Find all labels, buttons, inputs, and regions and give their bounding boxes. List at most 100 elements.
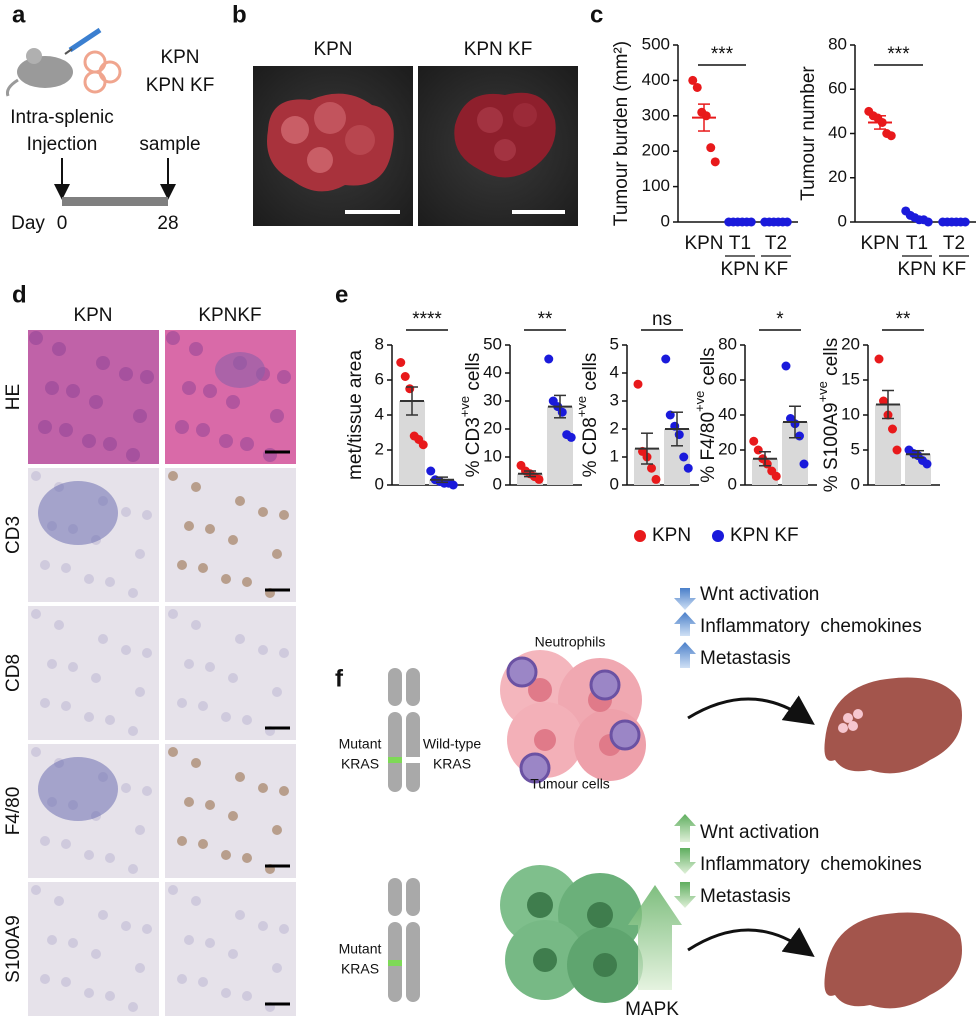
texture: [205, 938, 215, 948]
y-axis-label: % CD3+ve cells: [457, 353, 484, 478]
data-point: [400, 372, 410, 381]
texture: [258, 783, 268, 793]
data-point: [647, 463, 656, 473]
texture: [103, 437, 117, 451]
texture: [40, 560, 50, 570]
label-sup: +ve: [815, 381, 830, 402]
data-point: [683, 463, 693, 473]
y-tick-label: 0: [661, 211, 670, 230]
texture: [82, 434, 96, 448]
texture: [228, 535, 238, 545]
liver-photo: [418, 66, 578, 226]
texture: [68, 938, 78, 948]
mouse-icon: [6, 27, 122, 97]
texture: [226, 395, 240, 409]
y-tick-label: 200: [642, 141, 670, 160]
texture: [98, 634, 108, 644]
texture: [47, 935, 57, 945]
texture: [177, 836, 187, 846]
significance: **: [538, 309, 553, 330]
data-point: [879, 396, 888, 406]
y-tick-label: 300: [642, 105, 670, 124]
curved-arrow: [687, 927, 815, 958]
x-tick-label: KPN: [684, 233, 723, 254]
texture: [258, 921, 268, 931]
texture: [205, 524, 215, 534]
texture: [258, 645, 268, 655]
texture: [191, 482, 201, 492]
liver-photo: [253, 66, 413, 226]
texture: [168, 609, 178, 619]
group-label: KPN KF: [146, 75, 215, 96]
texture: [196, 423, 210, 437]
effect-label: Wnt activation: [700, 822, 819, 843]
texture: [105, 853, 115, 863]
x-tick-label: T2: [943, 233, 965, 254]
texture: [96, 356, 110, 370]
liver: [824, 912, 962, 1009]
y-tick-label: 60: [828, 79, 847, 98]
histology-image: [165, 882, 296, 1016]
label-part: % F4/80: [698, 412, 719, 483]
y-tick-label: 15: [841, 369, 860, 388]
significance: ***: [711, 44, 734, 65]
row-label: CD8: [3, 654, 24, 692]
texture: [31, 471, 41, 481]
legend-label: KPN: [652, 525, 691, 546]
texture: [272, 687, 282, 697]
data-point: [746, 217, 756, 227]
pathway-label: MAPK: [625, 999, 679, 1020]
texture: [205, 662, 215, 672]
texture: [84, 712, 94, 722]
texture: [198, 563, 208, 573]
y-tick-label: 400: [642, 70, 670, 89]
y-axis-label: % F4/80+ve cells: [692, 347, 719, 482]
y-tick-label: 0: [493, 474, 502, 493]
data-point: [426, 466, 436, 476]
liver: [824, 677, 962, 774]
data-point: [692, 82, 702, 92]
texture: [177, 698, 187, 708]
timeline-start: 0: [57, 213, 68, 234]
effect-label: Wnt activation: [700, 584, 819, 605]
data-point: [706, 143, 716, 153]
texture: [52, 342, 66, 356]
histology-image: [165, 468, 296, 602]
data-point: [795, 431, 804, 441]
texture: [215, 352, 265, 388]
tumour-cells: [500, 865, 643, 1003]
y-axis-label: Tumour number: [798, 66, 819, 201]
histology-image: [28, 468, 159, 602]
y-tick-label: 5: [851, 439, 860, 458]
texture: [219, 434, 233, 448]
texture: [240, 437, 254, 451]
y-tick-label: 20: [828, 167, 847, 186]
tissue: [165, 744, 296, 878]
data-point: [701, 111, 711, 121]
panel-label: e: [335, 281, 348, 308]
texture: [38, 420, 52, 434]
texture: [279, 648, 289, 658]
texture: [121, 507, 131, 517]
x-tick-label: T1: [906, 233, 928, 254]
y-tick-label: 10: [483, 446, 502, 465]
texture: [135, 687, 145, 697]
texture: [29, 331, 43, 345]
x-subgroup-label: KPN: [897, 259, 936, 280]
texture: [128, 864, 138, 874]
endpoint: sample: [139, 134, 200, 155]
y-tick-label: 30: [483, 390, 502, 409]
texture: [168, 885, 178, 895]
texture: [277, 370, 291, 384]
y-tick-label: 1: [610, 446, 619, 465]
tissue: [165, 606, 296, 740]
tissue: [28, 606, 159, 740]
texture: [228, 673, 238, 683]
row-label: F4/80: [3, 787, 24, 836]
texture: [235, 496, 245, 506]
significance: ****: [412, 309, 442, 330]
texture: [242, 991, 252, 1001]
y-axis-label: % CD8+ve cells: [574, 353, 601, 478]
texture: [189, 342, 203, 356]
